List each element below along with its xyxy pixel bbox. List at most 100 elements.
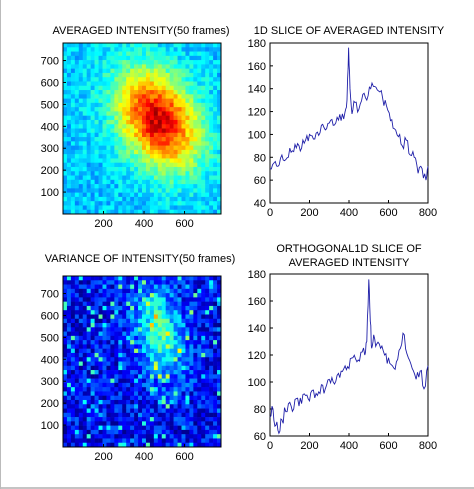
heatmap-cell: [169, 357, 174, 362]
heatmap-cell: [209, 378, 214, 384]
heatmap-cell: [138, 132, 143, 138]
heatmap-cell: [126, 352, 131, 358]
heatmap-cell: [149, 421, 155, 426]
heatmap-cell: [157, 64, 163, 69]
heatmap-cell: [149, 318, 155, 324]
heatmap-cell: [177, 399, 182, 405]
heatmap-cell: [126, 47, 131, 52]
heatmap-cell: [213, 162, 218, 168]
heatmap-cell: [169, 421, 174, 426]
heatmap-cell: [122, 293, 127, 298]
heatmap-cell: [173, 205, 178, 211]
heatmap-cell: [153, 288, 159, 294]
heatmap-cell: [106, 404, 111, 409]
heatmap-cell: [86, 115, 91, 121]
heatmap-cell: [197, 365, 202, 371]
heatmap-cell: [138, 94, 143, 99]
heatmap-cell: [157, 43, 163, 48]
heatmap-cell: [201, 149, 206, 155]
heatmap-cell: [209, 365, 214, 371]
heatmap-cell: [161, 64, 166, 69]
heatmap-cell: [126, 77, 131, 82]
heatmap-cell: [181, 429, 186, 435]
heatmap-cell: [130, 395, 135, 401]
heatmap-cell: [114, 196, 119, 202]
heatmap-cell: [165, 124, 170, 129]
heatmap-cell: [74, 175, 80, 181]
heatmap-cell: [70, 404, 76, 409]
heatmap-cell: [189, 149, 194, 155]
heatmap-cell: [177, 47, 182, 52]
heatmap-cell: [70, 72, 76, 78]
heatmap-cell: [181, 305, 186, 311]
heatmap-averaged-intensity: [63, 43, 222, 215]
heatmap-cell: [205, 98, 210, 104]
heatmap-cell: [78, 171, 84, 176]
heatmap-cell: [153, 196, 159, 202]
heatmap-cell: [149, 352, 155, 358]
heatmap-cell: [201, 111, 206, 116]
heatmap-cell: [209, 98, 214, 104]
heatmap-cell: [70, 209, 76, 215]
heatmap-cell: [122, 361, 127, 367]
heatmap-cell: [201, 327, 206, 332]
heatmap-cell: [201, 382, 206, 388]
heatmap-cell: [118, 399, 123, 405]
heatmap-cell: [122, 429, 127, 435]
heatmap-cell: [114, 280, 119, 285]
heatmap-cell: [193, 196, 198, 202]
heatmap-cell: [205, 55, 210, 61]
heatmap-cell: [157, 158, 163, 164]
heatmap-cell: [157, 90, 163, 95]
heatmap-cell: [205, 128, 210, 134]
heatmap-cell: [197, 149, 202, 155]
heatmap-cell: [161, 124, 166, 129]
heatmap-cell: [145, 305, 151, 311]
heatmap-cell: [205, 111, 210, 116]
heatmap-cell: [110, 205, 115, 211]
heatmap-cell: [126, 323, 131, 328]
heatmap-cell: [217, 64, 222, 69]
heatmap-cell: [185, 314, 190, 320]
x-tick-label: 0: [267, 207, 273, 219]
heatmap-cell: [74, 47, 80, 52]
heatmap-cell: [106, 166, 111, 172]
heatmap-cell: [110, 85, 115, 91]
heatmap-cell: [130, 51, 135, 57]
heatmap-cell: [169, 370, 174, 375]
heatmap-cell: [161, 98, 166, 104]
heatmap-cell: [169, 137, 174, 142]
heatmap-cell: [201, 314, 206, 320]
heatmap-cell: [82, 280, 87, 285]
heatmap-cell: [122, 399, 127, 405]
heatmap-cell: [177, 64, 182, 69]
heatmap-cell: [181, 280, 186, 285]
heatmap-cell: [205, 149, 210, 155]
heatmap-cell: [126, 158, 131, 164]
heatmap-cell: [98, 119, 103, 125]
heatmap-cell: [181, 128, 186, 134]
heatmap-cell: [138, 158, 143, 164]
heatmap-cell: [74, 64, 80, 69]
heatmap-cell: [126, 209, 131, 215]
heatmap-cell: [197, 370, 202, 375]
heatmap-cell: [145, 166, 151, 172]
heatmap-cell: [118, 209, 123, 215]
heatmap-cell: [142, 425, 147, 431]
heatmap-cell: [181, 179, 186, 185]
heatmap-cell: [102, 107, 107, 112]
heatmap-cell: [165, 145, 170, 151]
heatmap-cell: [66, 132, 72, 138]
heatmap-cell: [74, 352, 80, 358]
heatmap-cell: [90, 77, 95, 82]
heatmap-cell: [177, 301, 182, 307]
heatmap-cell: [63, 51, 68, 57]
heatmap-cell: [122, 145, 127, 151]
heatmap-cell: [145, 72, 151, 78]
heatmap-cell: [209, 175, 214, 181]
heatmap-cell: [181, 399, 186, 405]
heatmap-cell: [98, 357, 103, 362]
heatmap-cell: [106, 382, 111, 388]
heatmap-cell: [63, 192, 68, 198]
